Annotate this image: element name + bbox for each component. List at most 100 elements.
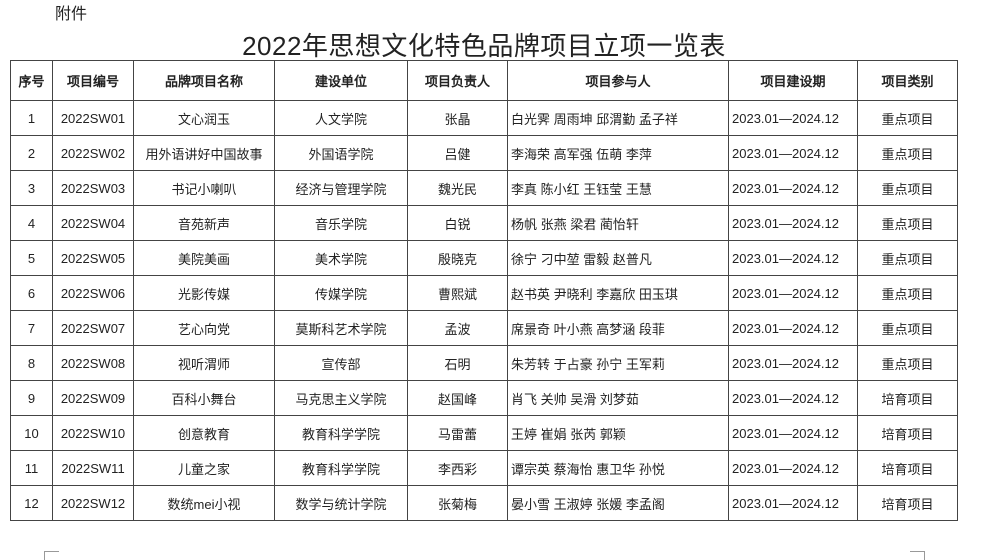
cell-category: 重点项目 (857, 170, 958, 206)
cell-leader: 白锐 (407, 205, 508, 241)
header-index: 序号 (10, 60, 53, 101)
cell-project-name: 光影传媒 (133, 275, 275, 311)
cell-index: 1 (10, 100, 53, 136)
cell-period: 2023.01—2024.12 (728, 275, 858, 311)
cell-unit: 宣传部 (274, 345, 408, 381)
cell-project-code: 2022SW04 (52, 205, 134, 241)
cell-index: 2 (10, 135, 53, 171)
cell-leader: 曹熙斌 (407, 275, 508, 311)
cell-participants: 晏小雪 王淑婷 张媛 李孟阁 (507, 485, 729, 521)
header-category: 项目类别 (857, 60, 958, 101)
attachment-label: 附件 (55, 6, 88, 23)
document-title: 2022年思想文化特色品牌项目立项一览表 (0, 26, 982, 63)
cell-category: 培育项目 (857, 415, 958, 451)
cell-leader: 张晶 (407, 100, 508, 136)
cell-period: 2023.01—2024.12 (728, 240, 858, 276)
cell-index: 9 (10, 380, 53, 416)
cell-period: 2023.01—2024.12 (728, 380, 858, 416)
header-leader: 项目负责人 (407, 60, 508, 101)
project-table: 序号 项目编号 品牌项目名称 建设单位 项目负责人 项目参与人 项目建设期 项目类别 1 202… (10, 60, 958, 521)
cell-unit: 教育科学学院 (274, 450, 408, 486)
cell-category: 重点项目 (857, 310, 958, 346)
table-row: 1 2022SW01 文心润玉 人文学院 张晶 白光霁 周雨坤 邱渭勤 孟子祥 2023.0… (10, 100, 958, 136)
cell-period: 2023.01—2024.12 (728, 415, 858, 451)
cell-project-code: 2022SW11 (52, 450, 134, 486)
header-period: 项目建设期 (728, 60, 858, 101)
cell-category: 重点项目 (857, 275, 958, 311)
cell-project-name: 视听渭师 (133, 345, 275, 381)
header-participants: 项目参与人 (507, 60, 729, 101)
cell-participants: 王婷 崔娟 张芮 郭颖 (507, 415, 729, 451)
table-row: 9 2022SW09 百科小舞台 马克思主义学院 赵国峰 肖飞 关帅 吴滑 刘梦茹 2023… (10, 380, 958, 416)
table-row: 6 2022SW06 光影传媒 传媒学院 曹熙斌 赵书英 尹晓利 李嘉欣 田玉琪 2023.… (10, 275, 958, 311)
cell-leader: 殷晓克 (407, 240, 508, 276)
cell-project-name: 文心润玉 (133, 100, 275, 136)
cell-index: 10 (10, 415, 53, 451)
cell-index: 11 (10, 450, 53, 486)
cell-category: 培育项目 (857, 485, 958, 521)
cell-category: 重点项目 (857, 100, 958, 136)
cell-project-code: 2022SW03 (52, 170, 134, 206)
header-project-code: 项目编号 (52, 60, 134, 101)
cell-project-name: 书记小喇叭 (133, 170, 275, 206)
cell-project-code: 2022SW02 (52, 135, 134, 171)
cell-leader: 张菊梅 (407, 485, 508, 521)
table-row: 5 2022SW05 美院美画 美术学院 殷晓克 徐宁 刁中堃 雷毅 赵普凡 2023.01… (10, 240, 958, 276)
cell-leader: 石明 (407, 345, 508, 381)
cell-participants: 杨帆 张燕 梁君 蔺怡轩 (507, 205, 729, 241)
cell-index: 8 (10, 345, 53, 381)
table-row: 2 2022SW02 用外语讲好中国故事 外国语学院 吕健 李海荣 高军强 伍萌 李萍 20… (10, 135, 958, 171)
cell-period: 2023.01—2024.12 (728, 135, 858, 171)
cell-period: 2023.01—2024.12 (728, 485, 858, 521)
cell-project-name: 数统mei小视 (133, 485, 275, 521)
cell-unit: 数学与统计学院 (274, 485, 408, 521)
cell-participants: 白光霁 周雨坤 邱渭勤 孟子祥 (507, 100, 729, 136)
cell-unit: 传媒学院 (274, 275, 408, 311)
cell-leader: 马雷蕾 (407, 415, 508, 451)
cell-index: 7 (10, 310, 53, 346)
cell-project-code: 2022SW08 (52, 345, 134, 381)
cell-index: 3 (10, 170, 53, 206)
cell-leader: 魏光民 (407, 170, 508, 206)
table-row: 11 2022SW11 儿童之家 教育科学学院 李西彩 谭宗英 蔡海怡 惠卫华 孙悦 202… (10, 450, 958, 486)
cell-leader: 李西彩 (407, 450, 508, 486)
table-row: 7 2022SW07 艺心向党 莫斯科艺术学院 孟波 席景奇 叶小燕 高梦涵 段菲 2023… (10, 310, 958, 346)
table-header-row: 序号 项目编号 品牌项目名称 建设单位 项目负责人 项目参与人 项目建设期 项目类别 (10, 60, 958, 101)
table-row: 4 2022SW04 音苑新声 音乐学院 白锐 杨帆 张燕 梁君 蔺怡轩 2023.01—2… (10, 205, 958, 241)
cell-project-code: 2022SW10 (52, 415, 134, 451)
cell-index: 6 (10, 275, 53, 311)
cell-unit: 经济与管理学院 (274, 170, 408, 206)
cell-unit: 外国语学院 (274, 135, 408, 171)
cell-unit: 教育科学学院 (274, 415, 408, 451)
cell-period: 2023.01—2024.12 (728, 205, 858, 241)
cell-project-name: 百科小舞台 (133, 380, 275, 416)
cell-project-name: 创意教育 (133, 415, 275, 451)
cell-project-name: 音苑新声 (133, 205, 275, 241)
cell-period: 2023.01—2024.12 (728, 345, 858, 381)
cell-category: 培育项目 (857, 450, 958, 486)
cell-leader: 吕健 (407, 135, 508, 171)
cell-project-name: 美院美画 (133, 240, 275, 276)
cell-unit: 音乐学院 (274, 205, 408, 241)
cell-category: 培育项目 (857, 380, 958, 416)
cell-unit: 人文学院 (274, 100, 408, 136)
cell-index: 4 (10, 205, 53, 241)
cell-leader: 孟波 (407, 310, 508, 346)
header-project-name: 品牌项目名称 (133, 60, 275, 101)
cell-project-name: 儿童之家 (133, 450, 275, 486)
cell-participants: 徐宁 刁中堃 雷毅 赵普凡 (507, 240, 729, 276)
table-row: 8 2022SW08 视听渭师 宣传部 石明 朱芳转 于占豪 孙宁 王军莉 2023.01—… (10, 345, 958, 381)
cell-index: 12 (10, 485, 53, 521)
cell-participants: 赵书英 尹晓利 李嘉欣 田玉琪 (507, 275, 729, 311)
cell-category: 重点项目 (857, 205, 958, 241)
cell-period: 2023.01—2024.12 (728, 450, 858, 486)
cell-unit: 美术学院 (274, 240, 408, 276)
header-unit: 建设单位 (274, 60, 408, 101)
cell-project-code: 2022SW01 (52, 100, 134, 136)
cell-period: 2023.01—2024.12 (728, 100, 858, 136)
table-row: 10 2022SW10 创意教育 教育科学学院 马雷蕾 王婷 崔娟 张芮 郭颖 2023.0… (10, 415, 958, 451)
cell-period: 2023.01—2024.12 (728, 170, 858, 206)
cell-unit: 莫斯科艺术学院 (274, 310, 408, 346)
cell-participants: 朱芳转 于占豪 孙宁 王军莉 (507, 345, 729, 381)
cell-project-code: 2022SW12 (52, 485, 134, 521)
